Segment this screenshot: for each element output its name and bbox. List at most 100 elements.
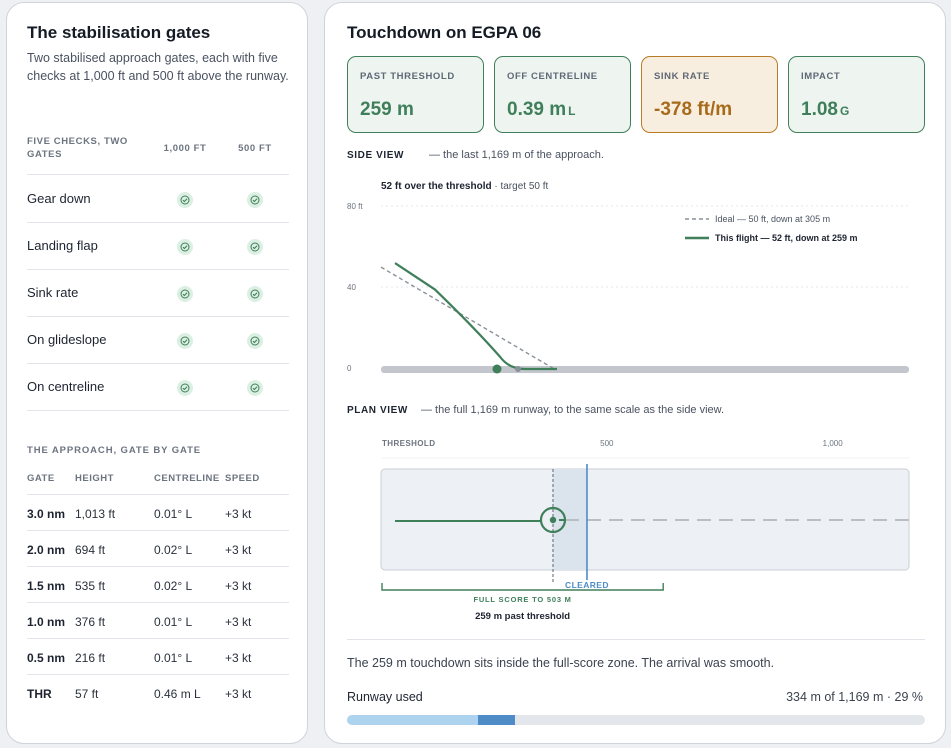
legend-flight-label: This flight — 52 ft, down at 259 m [715,233,858,243]
check-circle-icon [177,333,193,349]
height-cell: 57 ft [75,687,99,701]
speed-cell: +3 kt [225,507,252,521]
full-score-bracket [381,583,664,591]
check-circle-icon [177,380,193,396]
touchdown-distance-label: 259 m past threshold [475,611,570,622]
runway-used-fill [347,715,515,725]
gate-cell: THR [27,687,52,701]
stat-label: OFF CENTRELINE [507,71,598,82]
touchdown-summary: The 259 m touchdown sits inside the full… [347,656,775,670]
centreline-cell: 0.01° L [154,651,193,665]
check-label: On glideslope [27,332,107,347]
gate-cell: 3.0 nm [27,507,66,521]
stat-value-row: 259 m [360,99,414,121]
side-view-chart: 52 ft over the threshold · target 50 ft … [347,181,909,374]
checks-column-header: FIVE CHECKS, TWO GATES [27,136,128,160]
approach-table-header: GATE HEIGHT CENTRELINE SPEED [27,469,289,495]
y-tick-label: 80 ft [347,202,363,211]
speed-cell: +3 kt [225,615,252,629]
x-tick-label: 500 [600,439,614,448]
check-circle-icon [177,239,193,255]
speed-cell: +3 kt [225,687,252,701]
centreline-cell: 0.01° L [154,507,193,521]
check-label: Sink rate [27,285,79,300]
check-row-on-centreline: On centreline [27,364,289,411]
note-bold: 52 ft over the threshold [381,181,492,192]
stat-card-sink-rate: SINK RATE -378 ft/m [641,56,778,133]
stat-value: 259 m [360,99,414,120]
speed-column-header: SPEED [225,473,260,484]
stabilisation-gates-panel: The stabilisation gates Two stabilised a… [6,2,308,744]
ideal-touchdown-point [515,366,521,372]
stat-value-row: 1.08 G [801,99,849,121]
check-row-sink-rate: Sink rate [27,270,289,317]
speed-cell: +3 kt [225,651,252,665]
touchdown-panel: Touchdown on EGPA 06 PAST THRESHOLD 259 … [324,2,946,744]
y-tick-label: 40 [347,283,356,292]
x-tick-label: THRESHOLD [382,439,435,448]
check-circle-icon [177,192,193,208]
height-cell: 216 ft [75,651,106,665]
check-circle-icon [247,192,263,208]
runway-surface [381,366,909,373]
checks-table-header: FIVE CHECKS, TWO GATES 1,000 FT 500 FT [27,135,289,175]
flight-approach-line [394,262,557,371]
check-row-landing-flap: Landing flap [27,223,289,270]
side-view-note: 52 ft over the threshold · target 50 ft [381,181,548,192]
height-cell: 1,013 ft [75,507,116,521]
stat-label: PAST THRESHOLD [360,71,455,82]
touchdown-segment [477,715,515,725]
runway-used-bar [347,715,925,725]
centreline-cell: 0.01° L [154,615,193,629]
table-row: 0.5 nm 216 ft 0.01° L +3 kt [27,639,289,675]
flight-ground-track [395,519,565,522]
stat-value-row: -378 ft/m [654,99,732,121]
panel-title: Touchdown on EGPA 06 [347,23,542,42]
check-label: Gear down [27,191,91,206]
runway-used-label: Runway used [347,690,423,704]
check-row-on-glideslope: On glideslope [27,317,289,364]
centreline-cell: 0.02° L [154,579,193,593]
check-circle-icon [177,286,193,302]
table-row: 1.5 nm 535 ft 0.02° L +3 kt [27,567,289,603]
gate-column-header: GATE [27,473,55,484]
table-row: 1.0 nm 376 ft 0.01° L +3 kt [27,603,289,639]
y-tick-label: 0 [347,364,352,373]
height-cell: 535 ft [75,579,106,593]
plan-view-label: PLAN VIEW [347,405,408,416]
cleared-label: CLEARED [565,580,609,590]
table-row: 3.0 nm 1,013 ft 0.01° L +3 kt [27,495,289,531]
runway-used-value: 334 m of 1,169 m · 29 % [786,690,923,704]
plan-view-chart: THRESHOLD 500 1,000 CLEARED FULL SCORE T… [380,439,910,622]
table-row: 2.0 nm 694 ft 0.02° L +3 kt [27,531,289,567]
stat-label: SINK RATE [654,71,710,82]
stat-unit: G [839,104,850,118]
check-row-gear-down: Gear down [27,176,289,223]
gate-cell: 1.0 nm [27,615,66,629]
gate-1000-column-header: 1,000 FT [163,143,207,154]
stat-value: 0.39 m [507,99,567,120]
section-divider [347,639,925,640]
stat-card-past-threshold: PAST THRESHOLD 259 m [347,56,484,133]
side-view-description: — the last 1,169 m of the approach. [429,149,604,161]
note-rest: · target 50 ft [492,181,549,192]
stat-card-impact: IMPACT 1.08 G [788,56,925,133]
side-view-label: SIDE VIEW [347,150,405,161]
stat-unit: L [568,104,576,118]
gate-cell: 0.5 nm [27,651,66,665]
centreline-cell: 0.02° L [154,543,193,557]
check-circle-icon [247,333,263,349]
x-tick-label: 1,000 [823,439,844,448]
legend-ideal-label: Ideal — 50 ft, down at 305 m [715,214,830,224]
ideal-approach-line [380,266,555,370]
speed-cell: +3 kt [225,543,252,557]
full-score-label: FULL SCORE TO 503 M [473,595,571,604]
panel-title: The stabilisation gates [27,23,211,42]
check-label: Landing flap [27,238,98,253]
stat-label: IMPACT [801,71,841,82]
flight-touchdown-point [492,364,502,374]
speed-cell: +3 kt [225,579,252,593]
height-cell: 376 ft [75,615,106,629]
